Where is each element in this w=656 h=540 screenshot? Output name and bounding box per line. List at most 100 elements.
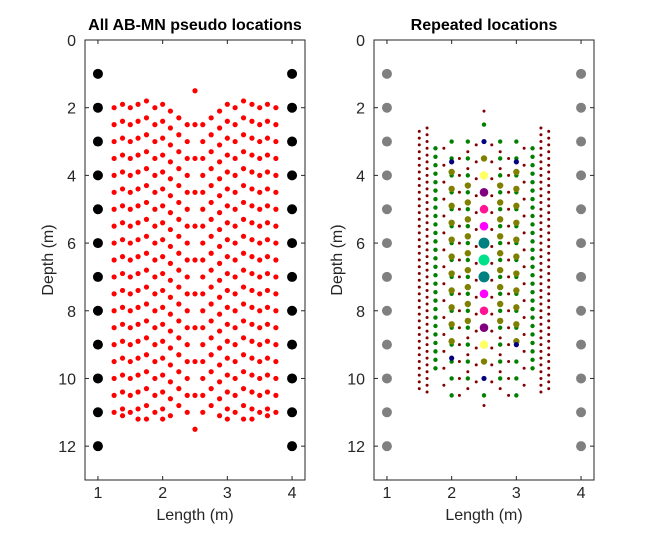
- left-pseudo-point: [240, 166, 247, 172]
- left-pseudo-point: [224, 416, 230, 422]
- left-pseudo-point: [249, 372, 255, 378]
- right-repeat-point: [464, 199, 472, 206]
- left-pseudo-point: [184, 308, 190, 314]
- right-repeat-point: [513, 168, 520, 176]
- left-pseudo-point: [176, 386, 182, 392]
- right-repeat-point: [465, 207, 471, 212]
- right-repeat-point: [522, 316, 526, 320]
- right-repeat-point: [479, 306, 489, 316]
- left-pseudo-point: [143, 166, 150, 172]
- right-repeat-point: [514, 376, 519, 381]
- left-pseudo-point: [127, 257, 133, 263]
- left-pseudo-point: [240, 402, 247, 409]
- left-pseudo-point: [111, 189, 117, 195]
- right-repeat-point: [417, 258, 421, 262]
- right-repeat-point: [547, 326, 551, 330]
- right-repeat-point: [474, 261, 478, 265]
- left-pseudo-point: [264, 186, 271, 192]
- right-electrode-point: [381, 305, 392, 316]
- right-repeat-point: [490, 261, 494, 265]
- right-repeat-point: [497, 190, 503, 195]
- right-repeat-point: [547, 129, 551, 133]
- left-y-axis-label: Depth (m): [40, 224, 57, 295]
- left-pseudo-point: [249, 169, 255, 175]
- left-pseudo-point: [135, 101, 141, 107]
- left-pseudo-point: [273, 308, 279, 314]
- right-repeat-point: [433, 306, 438, 312]
- left-pseudo-point: [232, 291, 238, 297]
- right-repeat-point: [547, 346, 551, 350]
- right-repeat-point: [433, 256, 438, 261]
- left-pseudo-point: [249, 118, 255, 124]
- right-repeat-point: [425, 309, 429, 313]
- right-repeat-point: [496, 199, 504, 206]
- left-pseudo-point: [167, 311, 174, 317]
- left-pseudo-point: [143, 267, 150, 273]
- left-pseudo-point: [249, 186, 255, 192]
- left-pseudo-point: [216, 193, 223, 199]
- right-repeat-point: [513, 321, 520, 328]
- right-repeat-point: [464, 182, 472, 189]
- right-repeat-point: [539, 316, 543, 320]
- left-pseudo-point: [152, 409, 158, 415]
- right-electrode-point: [381, 407, 392, 418]
- left-pseudo-point: [184, 206, 190, 212]
- right-repeat-point: [478, 271, 490, 283]
- left-pseudo-point: [127, 392, 133, 398]
- right-repeat-point: [417, 332, 421, 336]
- left-pseudo-point: [135, 389, 141, 395]
- left-pseudo-point: [200, 240, 206, 246]
- left-pseudo-point: [257, 274, 263, 280]
- right-repeat-point: [530, 146, 535, 151]
- left-pseudo-point: [240, 301, 247, 307]
- right-repeat-point: [490, 346, 494, 350]
- right-repeat-point: [547, 299, 551, 303]
- right-x-axis-label: Length (m): [445, 507, 522, 524]
- left-pseudo-point: [167, 328, 174, 334]
- right-repeat-point: [457, 376, 461, 380]
- left-pseudo-point: [127, 155, 133, 162]
- right-repeat-point: [417, 285, 421, 289]
- right-repeat-point: [442, 383, 446, 387]
- left-pseudo-point: [216, 210, 223, 216]
- left-pseudo-point: [184, 155, 190, 162]
- right-repeat-point: [425, 214, 429, 218]
- left-pseudo-point: [216, 226, 223, 233]
- left-pseudo-point: [264, 237, 271, 243]
- right-electrode-point: [381, 136, 392, 147]
- left-pseudo-point: [273, 155, 279, 162]
- left-pseudo-point: [176, 402, 182, 409]
- left-pseudo-point: [167, 142, 174, 148]
- left-pseudo-point: [232, 206, 238, 212]
- right-repeat-point: [507, 173, 511, 177]
- left-pseudo-point: [184, 189, 190, 195]
- left-pseudo-point: [167, 260, 174, 266]
- left-pseudo-point: [160, 237, 166, 243]
- left-pseudo-point: [264, 220, 271, 226]
- left-pseudo-point: [232, 240, 238, 246]
- right-repeat-point: [490, 312, 494, 316]
- right-repeat-point: [513, 219, 520, 226]
- left-electrode-point: [287, 441, 298, 452]
- right-repeat-point: [457, 224, 461, 228]
- right-y-tick-label: 6: [356, 236, 365, 253]
- right-repeat-point: [433, 196, 438, 202]
- right-repeat-point: [530, 323, 535, 329]
- right-repeat-point: [448, 253, 455, 260]
- right-repeat-point: [425, 160, 429, 164]
- left-pseudo-point: [127, 105, 133, 111]
- right-repeat-point: [507, 275, 511, 279]
- left-pseudo-point: [160, 203, 166, 209]
- right-repeat-point: [547, 251, 551, 255]
- right-x-tick-label: 1: [382, 485, 391, 502]
- left-x-tick-label: 4: [288, 485, 297, 502]
- left-marks: [92, 68, 298, 452]
- left-pseudo-point: [143, 369, 150, 375]
- left-pseudo-point: [127, 138, 133, 145]
- right-repeat-point: [425, 288, 429, 292]
- right-repeat-point: [417, 177, 421, 181]
- right-repeat-point: [479, 289, 489, 299]
- right-repeat-point: [425, 336, 429, 340]
- right-electrode-point: [576, 271, 587, 282]
- right-repeat-point: [433, 188, 438, 193]
